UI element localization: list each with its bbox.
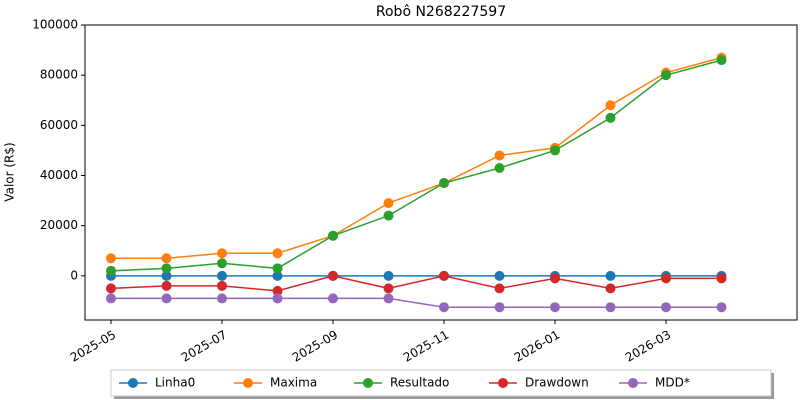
point xyxy=(439,302,449,313)
point xyxy=(605,302,616,313)
point xyxy=(716,273,727,284)
point xyxy=(550,273,560,284)
legend-marker xyxy=(628,378,638,388)
y-tick-label: 80000 xyxy=(40,68,78,82)
x-tick-label: 2025-11 xyxy=(401,328,451,365)
point xyxy=(439,270,449,281)
legend-marker xyxy=(498,378,508,388)
y-tick-label: 0 xyxy=(70,268,78,282)
point xyxy=(494,283,505,294)
point xyxy=(161,263,172,274)
point xyxy=(383,210,394,221)
point xyxy=(272,293,283,304)
legend-marker xyxy=(243,378,253,388)
legend-label: Maxima xyxy=(270,376,317,390)
x-tick-label: 2026-01 xyxy=(512,328,562,365)
legend-marker xyxy=(128,378,138,388)
point xyxy=(383,293,394,304)
legend-label: Linha0 xyxy=(155,376,195,390)
point xyxy=(439,178,449,189)
y-tick-label: 20000 xyxy=(40,218,78,232)
series-line xyxy=(110,59,722,272)
series-line xyxy=(111,56,722,260)
point xyxy=(494,150,505,161)
legend-label: MDD* xyxy=(655,376,690,390)
point xyxy=(217,248,227,259)
point xyxy=(106,265,116,276)
legend-label: Drawdown xyxy=(525,376,589,390)
y-tick-label: 60000 xyxy=(40,118,78,132)
x-tick-label: 2025-09 xyxy=(290,328,340,365)
x-tick-label: 2025-07 xyxy=(179,328,229,365)
point xyxy=(605,100,616,111)
point xyxy=(605,270,616,281)
x-tick-label: 2026-03 xyxy=(623,328,673,365)
legend-box xyxy=(110,369,772,397)
point xyxy=(661,302,671,313)
point xyxy=(106,253,116,264)
series-line xyxy=(111,297,722,308)
x-tick-label: 2025-05 xyxy=(68,328,118,365)
point xyxy=(383,198,394,209)
legend-label: Resultado xyxy=(390,376,449,390)
point xyxy=(494,302,505,313)
point xyxy=(716,55,727,66)
point xyxy=(272,248,283,259)
point xyxy=(605,112,616,123)
point xyxy=(217,270,227,281)
point xyxy=(661,70,671,81)
point xyxy=(217,293,227,304)
point xyxy=(161,253,172,264)
point xyxy=(217,280,227,291)
point xyxy=(328,230,338,241)
y-axis-label: Valor (R$) xyxy=(3,142,17,201)
point xyxy=(383,270,394,281)
point xyxy=(383,283,394,294)
point xyxy=(272,270,283,281)
point xyxy=(106,283,116,294)
series-line xyxy=(110,275,722,292)
point xyxy=(217,258,227,269)
y-tick-label: 100000 xyxy=(32,18,78,32)
plot-frame xyxy=(84,24,798,321)
point xyxy=(106,293,116,304)
point xyxy=(272,285,283,296)
point xyxy=(161,280,172,291)
point xyxy=(494,270,505,281)
point xyxy=(661,273,671,284)
legend-marker xyxy=(363,378,373,388)
point xyxy=(328,270,338,281)
point xyxy=(161,293,172,304)
point xyxy=(161,270,172,281)
point xyxy=(550,302,560,313)
y-tick-label: 40000 xyxy=(40,168,78,182)
point xyxy=(550,145,560,156)
point xyxy=(328,293,338,304)
point xyxy=(605,283,616,294)
chart-title: Robô N268227597 xyxy=(376,4,506,20)
point xyxy=(716,302,727,313)
point xyxy=(272,263,283,274)
point xyxy=(494,162,505,173)
